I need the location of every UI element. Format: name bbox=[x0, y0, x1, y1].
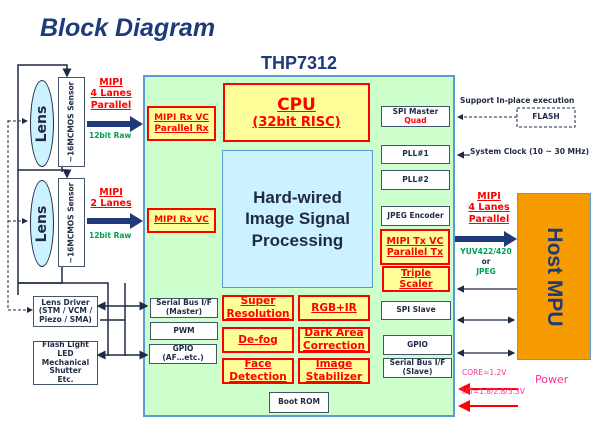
flash-note: Support In-place execution bbox=[460, 96, 575, 105]
text-line: Hard-wired bbox=[253, 188, 342, 208]
diagram-title: Block Diagram bbox=[40, 14, 216, 42]
gpio-right: GPIO bbox=[383, 335, 452, 355]
face-detection: Face Detection bbox=[222, 358, 294, 384]
triple-scaler: Triple Scaler bbox=[382, 266, 450, 292]
pwm: PWM bbox=[150, 322, 218, 340]
boot-rom: Boot ROM bbox=[269, 392, 329, 413]
sensor-2: ~16MCMOS Sensor bbox=[58, 178, 85, 267]
text-line: SPI Master bbox=[392, 106, 439, 116]
output-format: YUV422/420 or JPEG bbox=[456, 247, 516, 276]
text-line: JPEG bbox=[476, 266, 496, 276]
power-label: Power bbox=[535, 373, 569, 386]
link-line: Parallel bbox=[90, 99, 132, 111]
text-line: Stabilizer bbox=[305, 371, 363, 383]
flash-memory: FLASH bbox=[532, 112, 560, 121]
chip-name: THP7312 bbox=[260, 53, 338, 73]
spi-slave: SPI Slave bbox=[381, 301, 451, 320]
lens-driver: Lens Driver (STM / VCM / Piezo / SMA) bbox=[33, 296, 98, 327]
text-line: Piezo / SMA) bbox=[39, 314, 92, 324]
serial-bus-master: Serial Bus I/F (Master) bbox=[150, 298, 218, 318]
text-line: MIPI Tx VC bbox=[386, 235, 444, 247]
sensor-1: ~16MCMOS Sensor bbox=[58, 77, 85, 167]
text-line: Etc. bbox=[57, 374, 74, 384]
text-line: Lens Driver bbox=[41, 297, 90, 307]
text-line: Serial Bus I/F bbox=[389, 358, 446, 368]
text-line: Image Signal bbox=[245, 209, 350, 229]
mipi-rx-parallel: MIPI Rx VC Parallel Rx bbox=[147, 106, 216, 141]
text-line: MIPI Rx VC bbox=[154, 112, 209, 123]
lens-label: Lens bbox=[34, 105, 50, 142]
sensor-label: ~16MCMOS Sensor bbox=[66, 182, 76, 263]
lens-2: Lens bbox=[30, 180, 54, 267]
text-line: Parallel Tx bbox=[386, 247, 444, 258]
system-clock: System Clock (10 ~ 30 MHz) bbox=[470, 147, 590, 156]
text-line: Correction bbox=[303, 340, 365, 352]
de-fog: De-fog bbox=[222, 327, 294, 353]
rgb-ir: RGB+IR bbox=[298, 295, 370, 321]
output-link: MIPI 4 Lanes Parallel bbox=[466, 191, 512, 225]
text-line: YUV422/420 bbox=[460, 247, 512, 256]
link-line: MIPI bbox=[99, 187, 123, 198]
host-label: Host MPU bbox=[543, 226, 566, 327]
pll-1: PLL#1 bbox=[381, 145, 450, 164]
text-line: Processing bbox=[251, 230, 344, 250]
sensor-label: ~16MCMOS Sensor bbox=[66, 81, 76, 163]
cpu-subtitle: (32bit RISC) bbox=[252, 114, 341, 130]
pll-2: PLL#2 bbox=[381, 170, 450, 190]
link-line: MIPI bbox=[477, 191, 501, 202]
text-line: Image bbox=[315, 358, 353, 371]
serial-bus-slave: Serial Bus I/F (Slave) bbox=[383, 358, 452, 378]
text-line: Super bbox=[240, 295, 276, 308]
spi-master: SPI Master Quad bbox=[381, 106, 450, 127]
link-line: 4 Lanes bbox=[90, 88, 132, 100]
dark-area-correction: Dark Area Correction bbox=[298, 327, 370, 353]
lens-label: Lens bbox=[34, 205, 50, 242]
text-line: or bbox=[481, 256, 491, 266]
text-line: Detection bbox=[229, 371, 287, 383]
cpu-title: CPU bbox=[277, 94, 316, 115]
super-resolution: Super Resolution bbox=[222, 295, 294, 321]
host-mpu: Host MPU bbox=[517, 193, 591, 360]
power-io: I/O=1.8/2.8/3.3V bbox=[462, 387, 525, 396]
isp-block: Hard-wired Image Signal Processing bbox=[222, 150, 373, 288]
jpeg-encoder: JPEG Encoder bbox=[381, 206, 450, 226]
gpio-left: GPIO (AF…etc.) bbox=[149, 344, 217, 364]
cpu: CPU (32bit RISC) bbox=[223, 83, 370, 142]
text-line: (Master) bbox=[165, 307, 203, 316]
text-line: (Slave) bbox=[402, 367, 433, 376]
text-line: Flash Light LED bbox=[42, 340, 89, 359]
text-line: Serial Bus I/F bbox=[156, 298, 212, 308]
link-line: 4 Lanes bbox=[468, 202, 510, 214]
sensor-2-format: 12bit Raw bbox=[89, 231, 132, 240]
link-line: Parallel bbox=[468, 213, 510, 225]
image-stabilizer: Image Stabilizer bbox=[298, 358, 370, 384]
text-line: Quad bbox=[404, 115, 427, 125]
lens-1: Lens bbox=[30, 80, 54, 167]
text-line: Shutter bbox=[49, 366, 82, 376]
text-line: Face bbox=[244, 358, 272, 371]
text-line: (STM / VCM / bbox=[38, 306, 93, 316]
mipi-tx-parallel: MIPI Tx VC Parallel Tx bbox=[380, 229, 450, 265]
sensor-1-link: MIPI 4 Lanes Parallel bbox=[88, 77, 134, 111]
power-core: CORE=1.2V bbox=[462, 368, 507, 377]
text-line: Mechanical bbox=[41, 357, 90, 367]
text-line: GPIO bbox=[172, 344, 194, 354]
text-line: Dark Area bbox=[304, 327, 364, 340]
sensor-2-link: MIPI 2 Lanes bbox=[88, 187, 134, 210]
mipi-rx: MIPI Rx VC bbox=[147, 208, 216, 233]
flash-light-led: Flash Light LED Mechanical Shutter Etc. bbox=[33, 341, 98, 385]
text-line: Parallel Rx bbox=[154, 123, 209, 134]
text-line: Resolution bbox=[226, 308, 290, 320]
link-line: MIPI bbox=[99, 77, 123, 88]
link-line: 2 Lanes bbox=[90, 198, 132, 210]
sensor-1-format: 12bit Raw bbox=[89, 131, 132, 140]
text-line: (AF…etc.) bbox=[162, 353, 204, 362]
